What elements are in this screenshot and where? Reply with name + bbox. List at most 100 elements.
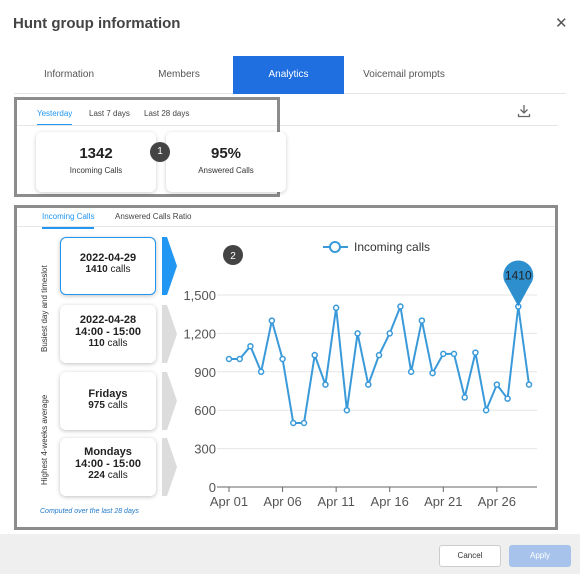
- kpi-answered-calls: 95% Answered Calls: [166, 132, 286, 192]
- data-point: [343, 406, 351, 414]
- data-point: [247, 342, 254, 350]
- tab-analytics[interactable]: Analytics: [233, 56, 344, 94]
- arrow-icon: [162, 372, 177, 430]
- card-title: 2022-04-29: [79, 252, 137, 264]
- kpi-value: 1342: [79, 145, 113, 162]
- cancel-button[interactable]: Cancel: [439, 545, 501, 567]
- data-point: [429, 369, 436, 377]
- stat-card-highest-day[interactable]: Fridays 975 calls: [60, 372, 156, 430]
- stat-card-highest-timeslot[interactable]: Mondays 14:00 - 15:00 224 calls: [60, 438, 156, 496]
- y-tick-label: 600: [194, 403, 216, 418]
- callout-marker-2: [223, 245, 243, 265]
- data-point: [300, 419, 308, 427]
- data-point: [504, 395, 511, 402]
- data-point: [279, 355, 286, 363]
- legend-label: Incoming calls: [354, 240, 430, 254]
- y-tick-label: 900: [194, 365, 216, 380]
- card-title: Fridays: [88, 388, 128, 400]
- card-unit: calls: [107, 400, 128, 411]
- card-title: 2022-04-28: [79, 314, 137, 326]
- data-point: [236, 355, 243, 363]
- data-point: [375, 351, 383, 359]
- card-count: 975: [88, 400, 105, 411]
- data-point: [386, 330, 393, 337]
- incoming-calls-chart: Incoming calls 0 300 600 900 1,200 1,500 Apr …: [183, 240, 537, 509]
- divider: [17, 226, 555, 227]
- arrow-icon: [162, 438, 177, 496]
- tab-information[interactable]: Information: [43, 69, 95, 80]
- period-tabs: Yesterday Last 7 days Last 28 days: [37, 109, 237, 126]
- data-point: [450, 350, 458, 358]
- divider: [280, 125, 558, 126]
- data-point: [482, 406, 490, 414]
- kpi-value: 95%: [210, 145, 242, 162]
- y-tick-label: 0: [209, 480, 216, 495]
- tab-voicemail-prompts[interactable]: Voicemail prompts: [363, 69, 445, 80]
- x-tick-label: Apr 16: [371, 494, 409, 509]
- chart-tabs: Incoming Calls Answered Calls Ratio: [42, 212, 242, 229]
- tab-yesterday[interactable]: Yesterday: [37, 109, 73, 126]
- x-tick-label: Apr 06: [263, 494, 301, 509]
- data-point: [461, 394, 468, 401]
- tab-last-7-days[interactable]: Last 7 days: [89, 109, 130, 118]
- chart-highlight-box: [14, 205, 558, 530]
- x-tick-label: Apr 01: [210, 494, 248, 509]
- x-tick-label: Apr 26: [478, 494, 516, 509]
- stat-card-busiest-timeslot[interactable]: 2022-04-28 14:00 - 15:00 110 calls: [60, 305, 156, 363]
- y-tick-label: 1,500: [183, 288, 216, 303]
- tab-members[interactable]: Members: [158, 69, 200, 80]
- data-point: [354, 330, 361, 337]
- card-title: Mondays: [84, 446, 132, 458]
- footnote: Computed over the last 28 days: [40, 508, 139, 515]
- card-count: 224: [88, 470, 105, 481]
- close-icon[interactable]: ✕: [555, 15, 568, 32]
- callout-label: 1410: [505, 269, 532, 283]
- selected-arrow-icon: [162, 237, 177, 295]
- data-point: [322, 381, 329, 388]
- data-point: [311, 351, 318, 359]
- apply-button[interactable]: Apply: [509, 545, 571, 567]
- chart-legend: Incoming calls: [323, 240, 430, 254]
- x-tick-label: Apr 21: [424, 494, 462, 509]
- card-subtitle: 14:00 - 15:00: [74, 458, 142, 470]
- kpi-label: Incoming Calls: [69, 166, 123, 175]
- data-point: [440, 350, 447, 358]
- data-point: [268, 317, 276, 324]
- dialog-title: Hunt group information: [13, 15, 181, 32]
- data-point: [225, 355, 233, 363]
- side-label-average: Highest 4-weeks average: [40, 394, 49, 485]
- tab-bar: Information Members Analytics Voicemail …: [14, 56, 566, 94]
- card-unit: calls: [107, 470, 128, 481]
- tab-last-28-days[interactable]: Last 28 days: [144, 109, 190, 118]
- data-point: [257, 368, 265, 376]
- data-point: [493, 381, 501, 388]
- divider: [17, 125, 277, 126]
- stat-card-busiest-day[interactable]: 2022-04-29 1410 calls: [60, 237, 156, 295]
- data-point: [290, 419, 297, 427]
- data-point: [397, 303, 404, 310]
- arrow-icon: [162, 305, 177, 363]
- card-count: 110: [88, 338, 105, 349]
- data-point: [407, 368, 415, 376]
- callout-marker-2-label: 2: [230, 251, 236, 262]
- data-point: [418, 317, 426, 324]
- tab-incoming-calls[interactable]: Incoming Calls: [42, 212, 95, 229]
- data-point: [472, 349, 479, 356]
- data-point: [525, 381, 533, 388]
- y-tick-label: 1,200: [183, 326, 216, 341]
- card-count: 1410: [85, 264, 108, 275]
- tab-answered-calls-ratio[interactable]: Answered Calls Ratio: [115, 212, 192, 221]
- x-tick-label: Apr 11: [317, 494, 354, 509]
- data-point: [365, 381, 372, 388]
- card-subtitle: 14:00 - 15:00: [74, 326, 142, 338]
- callout-marker-1: 1: [150, 142, 170, 162]
- side-label-busiest: Busiest day and timeslot: [40, 265, 49, 352]
- card-unit: calls: [110, 264, 131, 275]
- series-line: [229, 302, 530, 424]
- kpi-incoming-calls: 1342 Incoming Calls: [36, 132, 156, 192]
- y-tick-label: 300: [194, 442, 216, 457]
- callout-pin: [503, 260, 534, 307]
- download-icon[interactable]: [517, 104, 531, 118]
- data-point: [332, 304, 340, 312]
- kpi-label: Answered Calls: [198, 166, 254, 175]
